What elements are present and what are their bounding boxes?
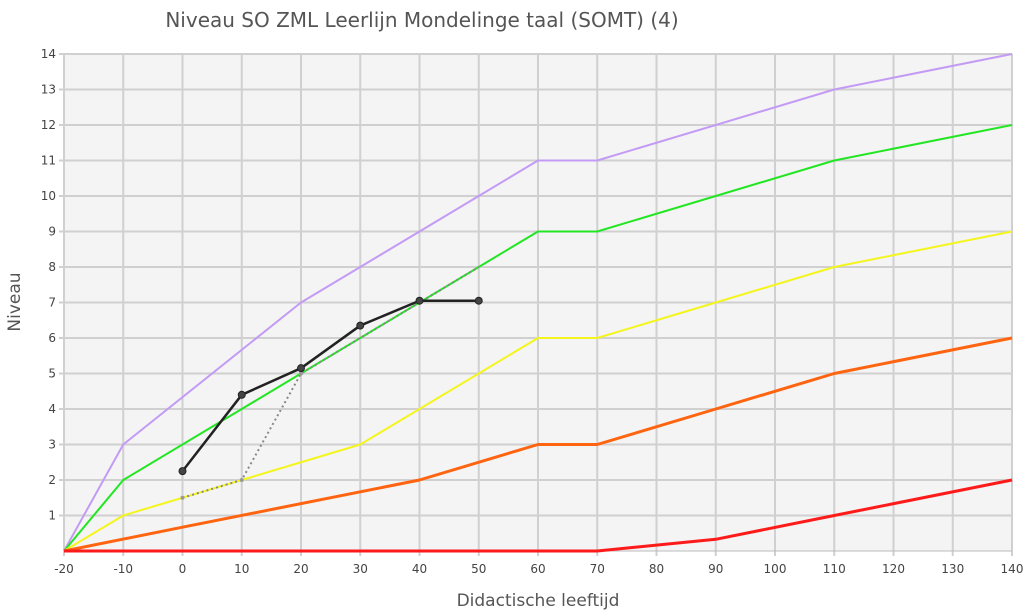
y-tick-label: 5 [48,367,56,381]
data-point-student [297,364,305,373]
x-tick-label: 20 [293,562,308,576]
data-point-student [474,296,483,305]
data-point-expected [239,478,244,482]
x-tick-label: 100 [764,562,787,576]
chart-title: Niveau SO ZML Leerlijn Mondelinge taal (… [165,8,678,32]
series-line-expected [182,266,480,499]
y-tick-label: 6 [48,331,56,345]
data-point-student [415,296,424,305]
data-point-student [237,390,246,399]
x-tick-label: 60 [530,562,545,576]
y-tick-label: 3 [48,438,56,452]
x-tick-label: 40 [412,562,427,576]
x-tick-label: -10 [113,562,133,576]
x-tick-label: 120 [882,562,905,576]
series-line-purple [63,53,1013,552]
data-point-student [178,467,187,476]
y-tick-label: 12 [41,118,56,132]
y-tick-label: 13 [41,83,56,97]
y-tick-label: 8 [48,260,56,274]
y-tick-label: 10 [41,189,56,203]
data-point-expected [180,495,185,500]
y-tick-label: 7 [48,296,56,310]
data-point-student [356,321,365,330]
x-axis-label: Didactische leeftijd [457,591,620,611]
y-tick-label: 14 [41,47,56,61]
y-tick-label: 9 [48,225,56,239]
y-tick-label: 2 [48,473,56,487]
x-tick-label: 50 [471,562,486,576]
series-line-student [181,299,479,472]
series-line-red [64,478,1013,553]
data-point-expected [299,371,303,376]
y-tick-label: 4 [48,402,56,416]
x-tick-label: 90 [708,562,723,576]
x-tick-label: 70 [590,562,605,576]
grid [59,53,1013,556]
x-tick-label: 10 [234,562,249,576]
x-tick-label: 80 [649,562,664,576]
x-tick-label: 30 [353,562,368,576]
x-tick-label: -20 [54,562,74,576]
y-tick-label: 1 [48,509,56,523]
x-tick-label: 140 [1001,562,1024,576]
y-tick-label: 11 [41,154,56,168]
x-tick-label: 130 [941,562,964,576]
series-line-orange [63,336,1013,553]
ticks: -20 -10 0 10 20 30 40 50 60 70 80 90 100 110 120 130 140… [41,47,1024,576]
x-tick-label: 110 [823,562,846,576]
x-tick-label: 0 [179,562,187,576]
y-axis-label: Niveau [5,272,25,331]
series-group [63,53,1013,553]
